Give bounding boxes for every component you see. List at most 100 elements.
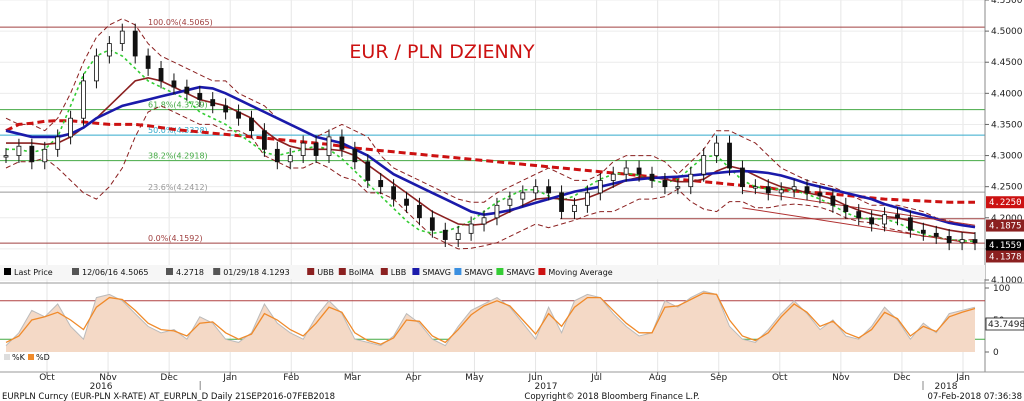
price-candle-body xyxy=(365,161,371,181)
price-candle-body xyxy=(223,105,229,113)
price-candle-body xyxy=(481,217,487,225)
footer-right: 07-Feb-2018 07:36:38 xyxy=(927,392,1022,401)
price-candle-body xyxy=(636,167,642,175)
lower-bollinger-band xyxy=(5,105,976,250)
price-candle-body xyxy=(55,136,61,150)
price-candle-body xyxy=(274,148,280,163)
legend-swatch xyxy=(496,268,504,275)
price-candle-body xyxy=(494,204,500,219)
legend-swatch xyxy=(4,268,11,275)
price-candle-body xyxy=(701,155,707,175)
fib-level-label: 100.0%(4.5065) xyxy=(148,18,213,27)
upper-bollinger-band xyxy=(5,18,976,228)
legend-label: BolMA xyxy=(349,268,375,277)
price-candle-body xyxy=(236,111,241,119)
price-candle-body xyxy=(29,145,35,163)
price-candle-body xyxy=(81,80,86,119)
y-tick-label: 4.3500 xyxy=(991,120,1023,130)
y-tick-label: 4.1000 xyxy=(991,276,1023,286)
legend-label: 12/06/16 4.5065 xyxy=(82,268,148,277)
y-tick-label: 4.5500 xyxy=(991,0,1023,6)
price-badge xyxy=(986,219,1024,232)
footer-center: Copyright© 2018 Bloomberg Finance L.P. xyxy=(524,392,699,401)
price-candle-body xyxy=(184,86,190,94)
x-month-label: Oct xyxy=(772,373,788,383)
legend-label: SMAVG xyxy=(506,268,535,277)
price-candle-body xyxy=(300,142,306,156)
price-candle-body xyxy=(856,211,862,219)
price-candle-body xyxy=(778,189,784,194)
price-candle-body xyxy=(313,142,319,156)
oscillator-k-line xyxy=(5,290,976,347)
x-month-label: Apr xyxy=(406,373,422,383)
price-candle-body xyxy=(714,142,719,156)
x-year-label: 2018 xyxy=(935,382,958,392)
legend-swatch xyxy=(380,268,388,275)
x-year-label: 2016 xyxy=(90,382,113,392)
legend-label: SMAVG xyxy=(422,268,451,277)
x-month-label: Jul xyxy=(590,373,602,383)
price-candle-body xyxy=(908,217,913,231)
oscillator-badge xyxy=(985,317,1024,331)
price-badge-label: 4.1378 xyxy=(989,252,1022,262)
price-candle-body xyxy=(507,198,513,206)
price-candle-body xyxy=(442,229,448,240)
oscillator-k-area xyxy=(6,291,975,352)
legend-swatch xyxy=(454,268,462,275)
price-candle-body xyxy=(623,167,629,175)
price-candle-body xyxy=(16,145,22,156)
price-candle-body xyxy=(882,214,887,225)
price-candle-body xyxy=(597,180,603,194)
fib-level-label: 38.2%(4.2918) xyxy=(148,152,208,161)
price-candle-body xyxy=(68,117,73,138)
price-candle-body xyxy=(378,180,384,188)
price-candle-body xyxy=(933,232,939,237)
x-month-label: Jan xyxy=(955,373,970,383)
price-candle-body xyxy=(649,173,655,181)
legend-swatch xyxy=(72,268,79,275)
footer-left: EURPLN Curncy (EUR-PLN X-RATE) AT_EURPLN… xyxy=(2,392,335,401)
chart-title: EUR / PLN DZIENNY xyxy=(349,41,535,63)
legend-swatch xyxy=(166,268,173,275)
price-candle-body xyxy=(740,167,745,188)
price-candle-body xyxy=(765,186,771,194)
x-month-label: Nov xyxy=(99,373,117,383)
price-candle-body xyxy=(197,92,203,100)
price-candle-body xyxy=(210,99,216,107)
x-month-label: Sep xyxy=(710,373,727,383)
y-tick-label: 4.2500 xyxy=(991,183,1023,193)
x-month-label: Oct xyxy=(39,373,55,383)
price-candle-body xyxy=(171,80,177,88)
legend-label: Moving Average xyxy=(548,268,612,277)
price-candle-body xyxy=(119,30,125,44)
oscillator-legend-swatch xyxy=(28,354,34,360)
oscillator-panel: 10050043.7498%K%D xyxy=(0,282,1024,362)
fib-level-label: 50.0%(4.3328) xyxy=(148,126,208,135)
x-month-label: Jun xyxy=(528,373,543,383)
oscillator-legend-swatch xyxy=(4,354,10,360)
y-tick-label: 4.3000 xyxy=(991,152,1023,162)
x-month-label: Mar xyxy=(344,373,361,383)
price-candle-body xyxy=(972,239,978,244)
oscillator-d-line xyxy=(5,292,976,345)
price-candle-body xyxy=(391,186,397,200)
price-candle-body xyxy=(610,173,616,181)
price-candle-body xyxy=(417,204,422,219)
price-candle-body xyxy=(326,136,332,156)
price-candles xyxy=(3,23,978,251)
price-candle-body xyxy=(352,148,358,163)
y-tick-label: 4.5000 xyxy=(991,27,1023,37)
price-badge xyxy=(986,239,1024,252)
bollinger-ma-line xyxy=(6,76,976,235)
price-candle-body xyxy=(145,55,151,69)
price-candle-body xyxy=(42,148,48,163)
x-month-label: Jan xyxy=(222,373,237,383)
price-badge xyxy=(986,196,1024,209)
x-month-label: Dec xyxy=(893,373,910,383)
price-candle-body xyxy=(946,236,952,244)
legend-swatch xyxy=(338,268,346,275)
price-candle-body xyxy=(585,192,590,206)
price-candle-body xyxy=(404,198,409,206)
